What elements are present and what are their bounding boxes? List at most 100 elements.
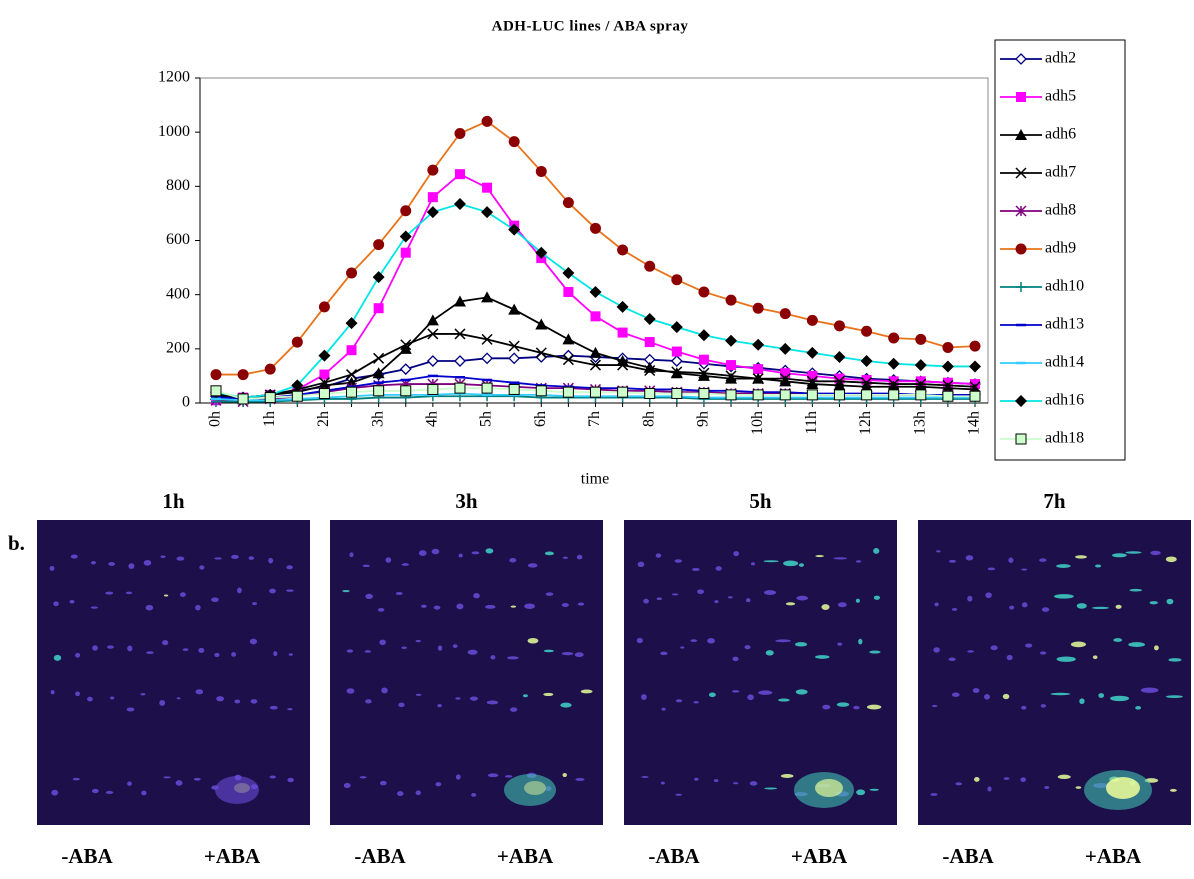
marker <box>671 388 683 400</box>
seedling <box>145 604 154 611</box>
seedling <box>641 694 647 700</box>
marker <box>941 360 954 373</box>
seedling <box>268 557 274 564</box>
seedling <box>1020 777 1026 783</box>
x-tick-label: 3h <box>369 411 386 427</box>
marker <box>888 389 900 401</box>
legend-label: adh2 <box>1045 50 1076 67</box>
marker <box>508 303 521 315</box>
marker <box>725 294 737 306</box>
seedling <box>990 645 998 651</box>
seedling <box>69 599 75 604</box>
seedling <box>1165 556 1177 563</box>
marker <box>644 364 656 377</box>
marker <box>833 320 845 332</box>
marker <box>1015 205 1027 217</box>
x-tick-label: 11h <box>803 411 820 434</box>
seedling <box>707 638 715 644</box>
seedling <box>948 657 956 662</box>
seedling <box>110 696 115 700</box>
marker <box>617 359 629 371</box>
seedling <box>873 547 880 554</box>
bright-cluster <box>504 774 556 806</box>
seedling <box>527 637 539 644</box>
marker <box>670 321 683 334</box>
marker <box>346 386 358 398</box>
seedling <box>1056 564 1071 568</box>
bright-core <box>1106 777 1140 799</box>
marker <box>806 346 819 359</box>
marker <box>291 379 304 392</box>
marker <box>590 311 601 322</box>
marker <box>508 383 520 395</box>
seedling <box>869 788 880 791</box>
panel-time: 5h <box>749 489 772 513</box>
marker <box>346 267 358 279</box>
seedling <box>955 782 963 786</box>
panel-label: b. <box>8 531 25 555</box>
image-panel <box>624 520 897 825</box>
seedling <box>987 786 992 792</box>
seedling <box>141 790 147 796</box>
marker <box>698 354 709 365</box>
seedling <box>385 557 392 563</box>
seedling <box>53 601 59 607</box>
seedling <box>821 604 830 610</box>
marker <box>481 333 493 345</box>
marker <box>779 389 791 401</box>
marker <box>318 388 330 400</box>
seedling <box>127 781 132 786</box>
marker <box>399 230 412 243</box>
seedling <box>469 696 478 701</box>
marker <box>725 370 737 382</box>
seedling <box>146 651 154 655</box>
marker <box>264 363 276 375</box>
marker <box>562 267 575 279</box>
marker <box>237 369 249 381</box>
seedling <box>381 687 388 694</box>
seedling <box>176 556 185 561</box>
seedling <box>91 788 99 794</box>
seedling <box>967 595 973 602</box>
marker <box>319 369 330 380</box>
marker <box>399 363 412 376</box>
marker <box>806 314 818 326</box>
seedling <box>342 589 350 593</box>
seedling <box>674 559 682 563</box>
seedling <box>346 688 355 694</box>
seedling <box>527 563 538 568</box>
seedling <box>984 693 990 700</box>
marker <box>914 380 927 392</box>
seedling <box>362 564 370 568</box>
seedling <box>1110 695 1130 702</box>
y-tick-label: 400 <box>166 285 190 302</box>
legend-label: adh5 <box>1045 88 1076 105</box>
seedling <box>163 594 169 597</box>
x-tick-label: 14h <box>966 411 983 435</box>
seedling <box>796 595 809 601</box>
panel-left-label: -ABA <box>61 844 113 868</box>
seedling <box>163 776 171 779</box>
bright-core <box>524 781 546 795</box>
x-tick-label: 13h <box>911 411 928 435</box>
marker <box>535 165 547 177</box>
marker <box>291 336 303 348</box>
seedling <box>486 700 499 705</box>
marker <box>346 369 358 381</box>
marker <box>833 389 845 401</box>
seedling <box>105 790 114 794</box>
seedling <box>758 690 773 695</box>
seedling <box>287 777 294 783</box>
seedling <box>1075 786 1082 789</box>
marker <box>643 313 656 326</box>
seedling <box>349 552 354 558</box>
marker <box>698 367 710 379</box>
panel-left-label: -ABA <box>942 844 994 868</box>
marker <box>373 303 384 314</box>
seedling <box>1044 785 1050 789</box>
seedling <box>574 652 584 658</box>
seedling <box>195 604 201 611</box>
seedling <box>250 699 258 704</box>
marker <box>942 379 954 391</box>
seedling <box>273 651 278 657</box>
